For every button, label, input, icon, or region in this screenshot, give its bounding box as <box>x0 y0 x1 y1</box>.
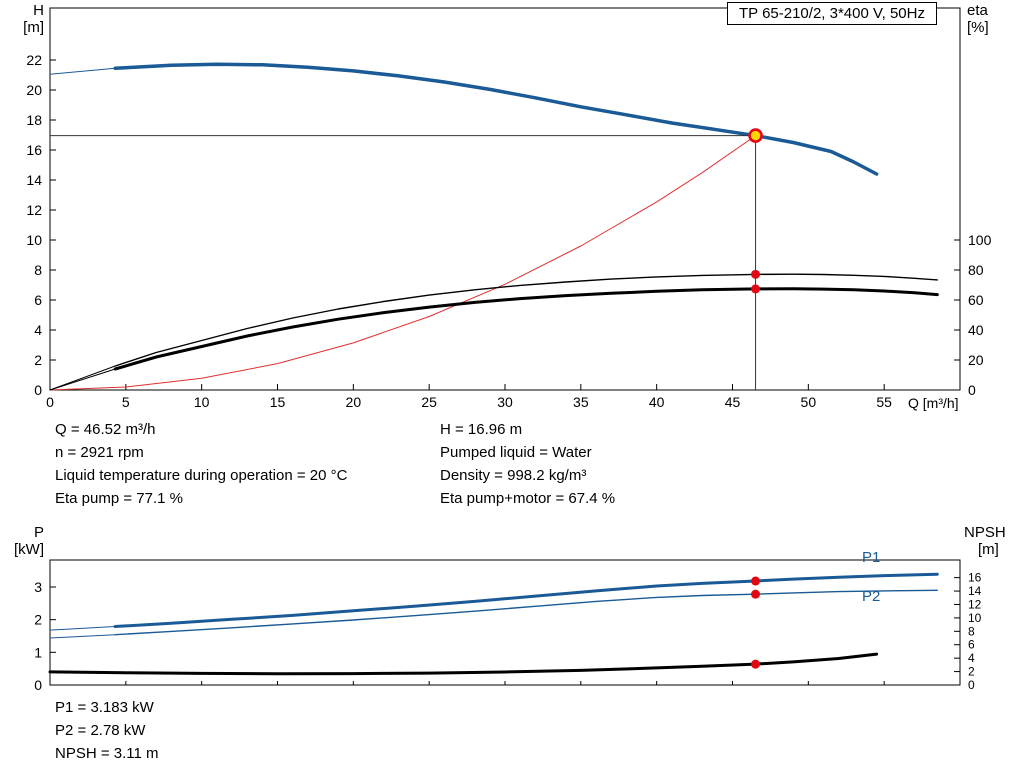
svg-text:12: 12 <box>968 597 982 611</box>
svg-text:40: 40 <box>968 322 984 338</box>
svg-text:2: 2 <box>34 612 42 628</box>
info-pumped-liquid: Pumped liquid = Water <box>440 444 592 461</box>
eta-axis-label: eta [%] <box>967 2 1017 36</box>
svg-text:60: 60 <box>968 292 984 308</box>
info-liquid-temp: Liquid temperature during operation = 20… <box>55 467 348 484</box>
svg-text:25: 25 <box>421 394 437 410</box>
power-npsh-info: P1 = 3.183 kW P2 = 2.78 kW NPSH = 3.11 m <box>55 699 159 768</box>
svg-text:8: 8 <box>968 624 975 638</box>
svg-text:100: 100 <box>968 232 992 248</box>
eta-axis-unit: [%] <box>967 19 989 36</box>
p-axis-name: P <box>33 524 44 541</box>
svg-text:2: 2 <box>34 352 42 368</box>
h-axis-label: H [m] <box>4 2 44 36</box>
svg-text:4: 4 <box>34 322 42 338</box>
h-axis-unit: [m] <box>23 19 44 36</box>
svg-text:2: 2 <box>968 665 975 679</box>
svg-text:3: 3 <box>34 579 42 595</box>
p-axis-label: P [kW] <box>4 524 44 558</box>
info-npsh: NPSH = 3.11 m <box>55 745 159 762</box>
info-eta-pump-motor: Eta pump+motor = 67.4 % <box>440 490 616 507</box>
svg-text:5: 5 <box>122 394 130 410</box>
svg-text:35: 35 <box>573 394 589 410</box>
p2-curve-label: P2 <box>862 588 881 605</box>
svg-text:4: 4 <box>968 651 975 665</box>
svg-text:15: 15 <box>270 394 286 410</box>
p1-curve-label: P1 <box>862 549 881 566</box>
svg-text:45: 45 <box>725 394 741 410</box>
svg-text:20: 20 <box>26 82 42 98</box>
svg-text:55: 55 <box>876 394 892 410</box>
hq-eta-chart: 0 5 10 15 20 25 30 35 40 45 50 55 0 2 4 6 8 10 12 14 16 18 20 2… <box>26 7 992 410</box>
svg-text:16: 16 <box>968 571 982 585</box>
svg-text:6: 6 <box>968 638 975 652</box>
svg-text:1: 1 <box>34 644 42 660</box>
svg-text:10: 10 <box>194 394 210 410</box>
svg-text:22: 22 <box>26 52 42 68</box>
svg-text:20: 20 <box>968 352 984 368</box>
info-h: H = 16.96 m <box>440 421 523 438</box>
npsh-axis-unit: [m] <box>978 541 999 558</box>
duty-info-right: H = 16.96 m Pumped liquid = Water Densit… <box>440 421 615 513</box>
npsh-axis-name: NPSH <box>964 524 1006 541</box>
svg-text:8: 8 <box>34 262 42 278</box>
eta-axis-name: eta <box>967 2 988 19</box>
h-axis-name: H <box>33 2 44 19</box>
info-q: Q = 46.52 m³/h <box>55 421 156 438</box>
svg-text:18: 18 <box>26 112 42 128</box>
info-p1: P1 = 3.183 kW <box>55 699 154 716</box>
svg-text:14: 14 <box>26 172 42 188</box>
info-speed: n = 2921 rpm <box>55 444 144 461</box>
svg-text:20: 20 <box>346 394 362 410</box>
info-p2: P2 = 2.78 kW <box>55 722 146 739</box>
svg-text:0: 0 <box>34 677 42 693</box>
p-axis-unit: [kW] <box>14 541 44 558</box>
q-axis-label: Q [m³/h] <box>908 395 959 411</box>
svg-text:6: 6 <box>34 292 42 308</box>
svg-text:0: 0 <box>34 382 42 398</box>
svg-text:0: 0 <box>968 382 976 398</box>
info-density: Density = 998.2 kg/m³ <box>440 467 587 484</box>
duty-info-left: Q = 46.52 m³/h n = 2921 rpm Liquid tempe… <box>55 421 347 513</box>
svg-text:40: 40 <box>649 394 665 410</box>
info-eta-pump: Eta pump = 77.1 % <box>55 490 183 507</box>
svg-text:0: 0 <box>968 678 975 692</box>
svg-text:30: 30 <box>497 394 513 410</box>
npsh-axis-label: NPSH [m] <box>964 524 1020 558</box>
svg-text:80: 80 <box>968 262 984 278</box>
svg-text:50: 50 <box>801 394 817 410</box>
svg-text:10: 10 <box>26 232 42 248</box>
svg-text:16: 16 <box>26 142 42 158</box>
svg-text:0: 0 <box>46 394 54 410</box>
pump-title-box: TP 65-210/2, 3*400 V, 50Hz <box>727 2 937 25</box>
svg-text:12: 12 <box>26 202 42 218</box>
svg-text:10: 10 <box>968 611 982 625</box>
svg-text:14: 14 <box>968 584 982 598</box>
